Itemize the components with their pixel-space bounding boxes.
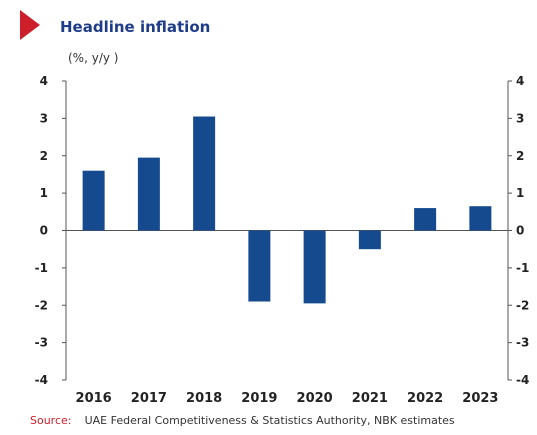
- y-tick-label-right: 1: [516, 186, 524, 200]
- y-tick-label-left: 1: [40, 186, 48, 200]
- y-tick-label-left: -3: [35, 336, 48, 350]
- y-tick-label-right: -4: [516, 373, 529, 387]
- x-tick-label: 2020: [297, 391, 333, 406]
- category-labels: 2016 2017 2018 2019 2020 2021 2022 2023: [76, 391, 499, 406]
- bar-2017: [137, 157, 160, 231]
- unit-label: (%, y/y ): [68, 51, 118, 65]
- y-tick-label-right: -1: [516, 261, 529, 275]
- title-marker-icon: [20, 10, 40, 40]
- y-tick-label-left: -2: [35, 298, 48, 312]
- x-tick-label: 2016: [76, 391, 112, 406]
- y-tick-label-right: 4: [516, 74, 524, 88]
- bar-2022: [414, 208, 437, 231]
- chart-title: Headline inflation: [60, 18, 210, 36]
- y-tick-label-left: 0: [40, 224, 48, 238]
- y-tick-label-left: -1: [35, 261, 48, 275]
- x-tick-label: 2023: [462, 391, 498, 406]
- y-tick-label-left: 4: [40, 74, 48, 88]
- bar-2019: [248, 230, 271, 302]
- x-tick-label: 2021: [352, 391, 388, 406]
- x-tick-label: 2017: [131, 391, 167, 406]
- x-tick-label: 2019: [241, 391, 277, 406]
- bar-2016: [82, 170, 105, 231]
- y-tick-label-left: -4: [35, 373, 48, 387]
- y-tick-label-right: 0: [516, 224, 524, 238]
- bar-2018: [193, 116, 216, 231]
- bar-2023: [469, 206, 492, 231]
- bars: [82, 116, 492, 304]
- source-line: Source: UAE Federal Competitiveness & St…: [30, 409, 455, 428]
- y-tick-label-left: 2: [40, 149, 48, 163]
- y-tick-label-left: 3: [40, 111, 48, 125]
- x-tick-label: 2022: [407, 391, 443, 406]
- source-text: UAE Federal Competitiveness & Statistics…: [85, 414, 455, 427]
- axes: [62, 80, 512, 381]
- bar-2021: [358, 230, 381, 250]
- y-tick-label-right: -2: [516, 298, 529, 312]
- source-label: Source:: [30, 414, 72, 427]
- tick-labels: -4 -4 -3 -3 -2 -2 -1 -1 0 0 1 1 2 2 3 3 4 4: [35, 74, 530, 387]
- y-tick-label-right: -3: [516, 336, 529, 350]
- y-tick-label-right: 2: [516, 149, 524, 163]
- bar-2020: [303, 230, 326, 304]
- x-tick-label: 2018: [186, 391, 222, 406]
- y-tick-label-right: 3: [516, 111, 524, 125]
